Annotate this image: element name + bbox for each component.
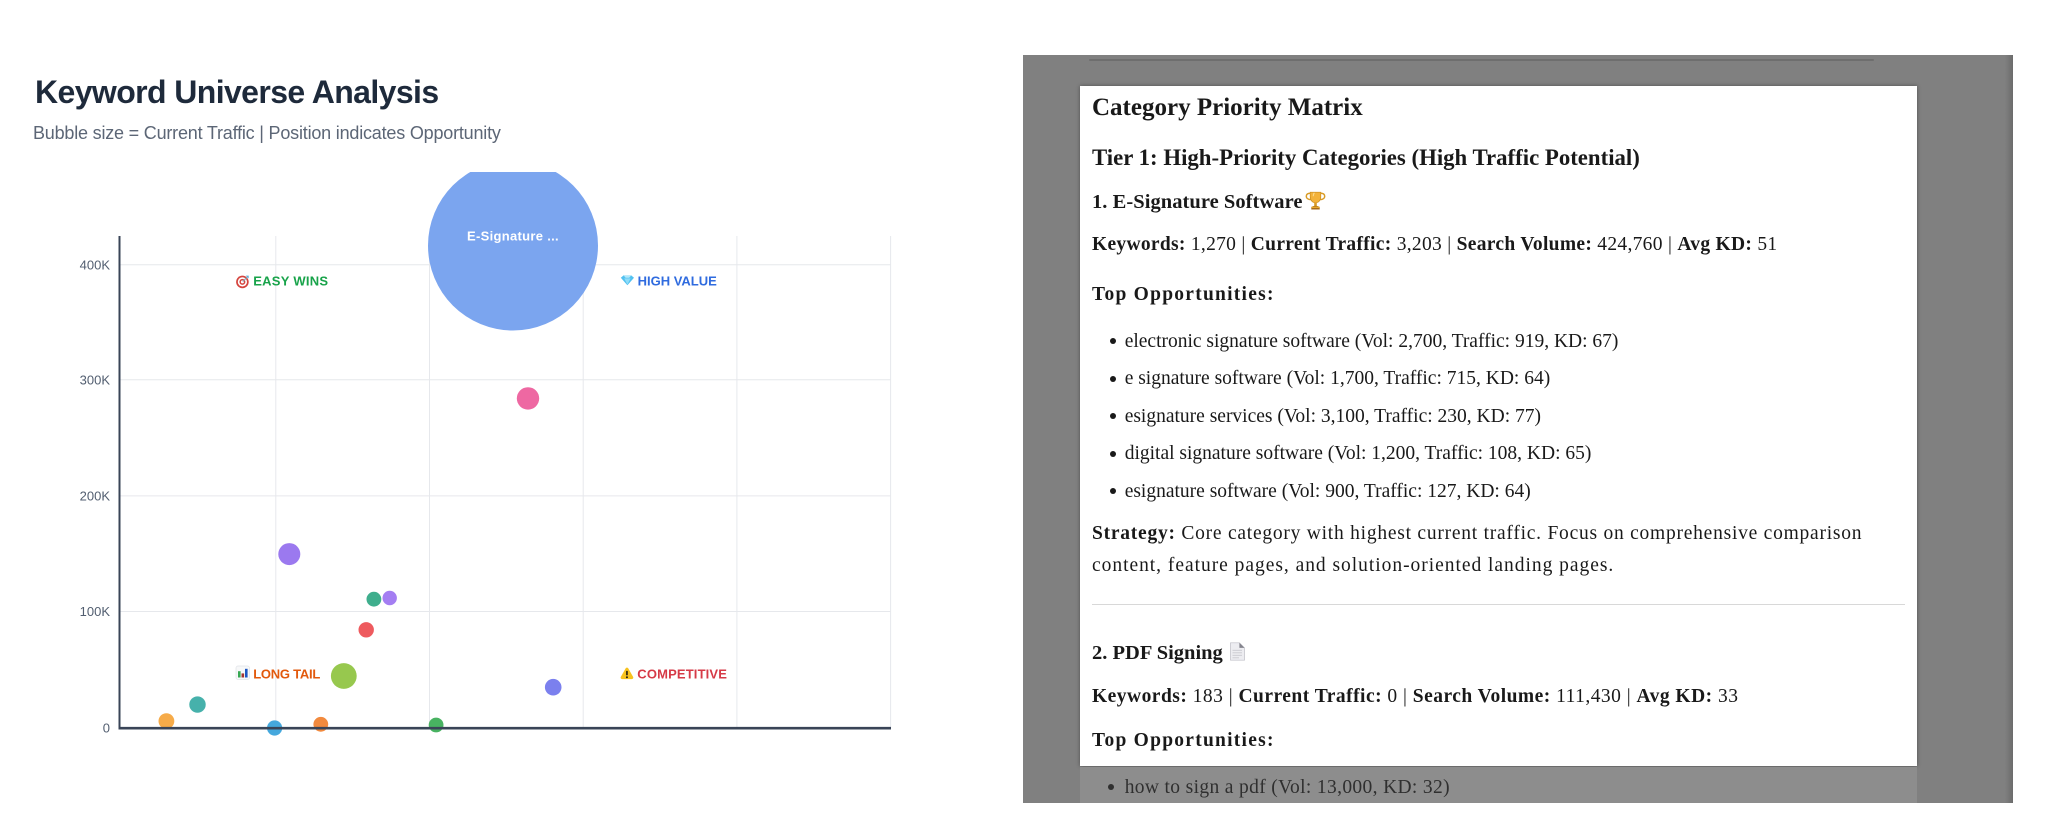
svg-text:300K: 300K <box>80 372 111 387</box>
svg-text:EASY WINS: EASY WINS <box>253 273 328 288</box>
svg-text:COMPETITIVE: COMPETITIVE <box>637 666 727 681</box>
svg-text:E-Signature ...: E-Signature ... <box>467 229 559 244</box>
svg-text:400K: 400K <box>80 257 111 272</box>
svg-text:HIGH VALUE: HIGH VALUE <box>638 273 718 288</box>
svg-text:LONG TAIL: LONG TAIL <box>253 666 320 681</box>
svg-text:100K: 100K <box>80 604 111 619</box>
svg-text:0: 0 <box>103 721 110 736</box>
svg-text:200K: 200K <box>80 489 111 504</box>
